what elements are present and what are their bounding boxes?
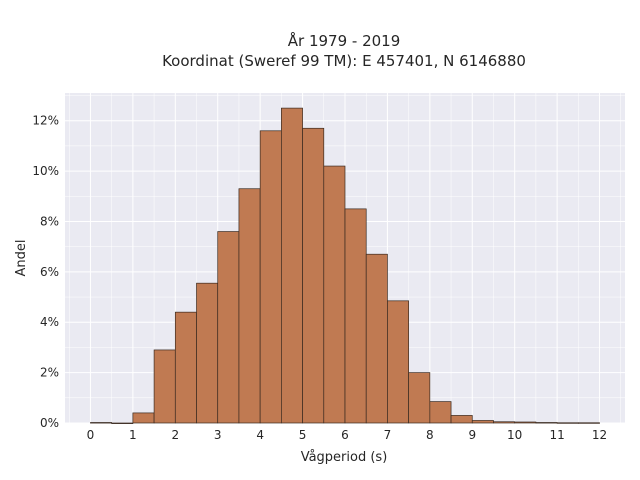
x-tick-label: 8 [426, 428, 434, 442]
histogram-bar [344, 208, 367, 424]
y-tick-label: 6% [40, 265, 59, 279]
y-tick-label: 10% [32, 164, 59, 178]
x-tick-label: 9 [468, 428, 476, 442]
histogram-bar [514, 421, 537, 424]
x-axis-ticks: 0 1 2 3 4 5 6 7 8 9 10 11 12 [87, 428, 608, 442]
histogram-bar [281, 107, 303, 424]
chart-title: År 1979 - 2019 [288, 31, 401, 50]
y-axis-ticks: 0% 2% 4% 6% 8% 10% 12% [32, 114, 59, 430]
histogram-bar [493, 421, 516, 424]
x-tick-label: 5 [299, 428, 307, 442]
histogram-bar [387, 300, 409, 424]
x-tick-label: 6 [341, 428, 349, 442]
histogram-bar [535, 422, 558, 424]
histogram-bar [365, 253, 388, 424]
y-tick-label: 12% [32, 114, 59, 128]
histogram-bar [90, 422, 113, 424]
y-tick-label: 2% [40, 366, 59, 380]
x-tick-label: 1 [129, 428, 137, 442]
y-axis-label: Andel [14, 240, 29, 277]
x-tick-label: 7 [384, 428, 392, 442]
x-tick-label: 4 [256, 428, 264, 442]
x-tick-label: 10 [507, 428, 522, 442]
histogram-bar [259, 130, 282, 424]
histogram-bar [132, 412, 155, 424]
y-tick-label: 0% [40, 416, 59, 430]
histogram-bar [408, 372, 431, 424]
x-tick-label: 0 [87, 428, 95, 442]
x-tick-label: 3 [214, 428, 222, 442]
histogram-bar [556, 422, 579, 424]
x-tick-label: 11 [549, 428, 564, 442]
histogram-bar [450, 415, 473, 424]
x-tick-label: 2 [171, 428, 179, 442]
histogram-bar [153, 349, 176, 424]
histogram-bar [429, 401, 452, 424]
y-tick-label: 4% [40, 315, 59, 329]
histogram-bar [323, 165, 346, 424]
histogram-bar [111, 422, 134, 424]
x-tick-label: 12 [592, 428, 607, 442]
y-tick-label: 8% [40, 214, 59, 228]
x-axis-label: Vågperiod (s) [301, 450, 388, 465]
histogram-bar [196, 282, 219, 424]
histogram-bar [217, 231, 240, 424]
histogram-bar [238, 188, 261, 424]
histogram-bar [471, 420, 494, 424]
histogram-bar [577, 422, 600, 424]
bars [90, 107, 600, 424]
histogram-bar [302, 127, 325, 424]
chart-subtitle: Koordinat (Sweref 99 TM): E 457401, N 61… [162, 52, 526, 70]
histogram-bar [174, 311, 197, 424]
